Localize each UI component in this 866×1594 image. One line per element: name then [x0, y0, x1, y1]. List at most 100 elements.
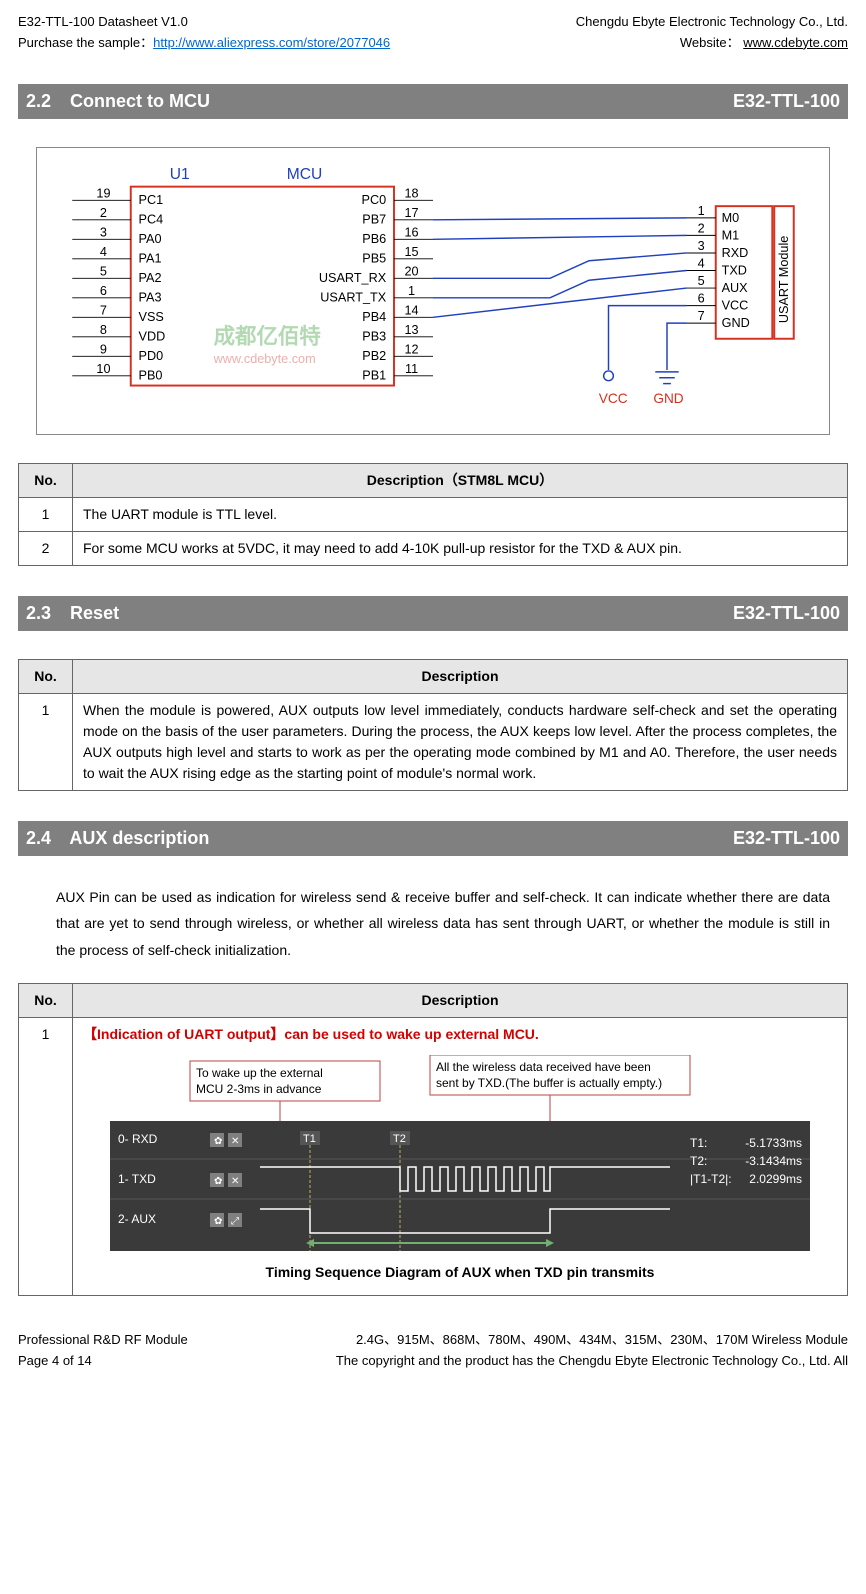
gnd-label: GND	[653, 391, 683, 406]
m-t2v: -3.1434ms	[745, 1154, 802, 1168]
svg-text:11: 11	[405, 361, 418, 375]
svg-text:PB1: PB1	[362, 368, 386, 382]
svg-text:PC4: PC4	[139, 212, 164, 226]
td-no: 1	[19, 497, 73, 531]
table-row: 1 The UART module is TTL level.	[19, 497, 848, 531]
svg-text:3: 3	[698, 239, 705, 253]
rp-3: 15PB5	[362, 244, 433, 265]
table-2-4: No. Description 1 【Indication of UART ou…	[18, 983, 848, 1296]
svg-text:VSS: VSS	[139, 310, 164, 324]
svg-text:✿: ✿	[214, 1176, 222, 1187]
table-2-3: No. Description 1 When the module is pow…	[18, 659, 848, 791]
watermark-cn: 成都亿佰特	[214, 323, 321, 348]
vcc-label: VCC	[599, 391, 628, 406]
svg-text:PB5: PB5	[362, 251, 386, 265]
table-row: No. Description	[19, 659, 848, 693]
svg-text:PB3: PB3	[362, 329, 386, 343]
svg-text:⤢: ⤢	[231, 1216, 239, 1227]
svg-text:PB7: PB7	[362, 212, 386, 226]
svg-text:9: 9	[100, 342, 107, 356]
footer-right-1: 2.4G、915M、868M、780M、490M、434M、315M、230M、…	[336, 1330, 848, 1351]
lp-0: 19 PC1	[72, 186, 163, 207]
mcu-left-pins: 19PC1 2PC4 3PA0 4PA1 5PA2 6PA3 7VSS 8VDD…	[72, 186, 165, 382]
svg-text:7: 7	[100, 303, 107, 317]
header-right: Chengdu Ebyte Electronic Technology Co.,…	[576, 12, 848, 54]
table-row: 1 【Indication of UART output】can be used…	[19, 1018, 848, 1296]
svg-text:PA2: PA2	[139, 271, 162, 285]
m-t1: T1:	[690, 1136, 707, 1150]
page-header: E32-TTL-100 Datasheet V1.0 Purchase the …	[18, 12, 848, 54]
svg-text:14: 14	[405, 303, 419, 317]
callout-right-l2: sent by TXD.(The buffer is actually empt…	[436, 1076, 662, 1090]
rp-5: 1USART_TX	[320, 283, 433, 304]
website-link[interactable]: www.cdebyte.com	[743, 35, 848, 50]
callout-right-l1: All the wireless data received have been	[436, 1060, 651, 1074]
svg-text:USART_RX: USART_RX	[319, 271, 387, 285]
table-2-2: No. Description（STM8L MCU） 1 The UART mo…	[18, 463, 848, 566]
section-2-3-title: Reset	[70, 603, 119, 623]
td-desc: For some MCU works at 5VDC, it may need …	[73, 531, 848, 565]
svg-text:10: 10	[96, 361, 110, 375]
rp-6: 14PB4	[362, 303, 433, 324]
m-t2: T2:	[690, 1154, 707, 1168]
module-label: USART Module	[777, 235, 791, 322]
callout-left-l1: To wake up the external	[196, 1066, 323, 1080]
svg-text:16: 16	[405, 225, 419, 239]
timing-caption: Timing Sequence Diagram of AUX when TXD …	[266, 1264, 655, 1280]
m-t1v: -5.1733ms	[745, 1136, 802, 1150]
watermark-url: www.cdebyte.com	[213, 352, 316, 366]
purchase-label: Purchase the sample：	[18, 35, 153, 50]
rp-8: 12 PB2	[362, 342, 433, 363]
aux-paragraph: AUX Pin can be used as indication for wi…	[56, 884, 830, 964]
section-2-4-title: AUX description	[69, 828, 209, 848]
section-2-2-title: Connect to MCU	[70, 91, 210, 111]
svg-text:PA3: PA3	[139, 290, 162, 304]
section-2-2-left: 2.2 Connect to MCU	[26, 88, 210, 115]
svg-text:6: 6	[698, 291, 705, 305]
section-2-4-num: 2.4	[26, 828, 51, 848]
th-no: No.	[19, 984, 73, 1018]
section-2-4-tag: E32-TTL-100	[733, 825, 840, 852]
svg-text:3: 3	[100, 225, 107, 239]
rp-7: 13PB3	[362, 322, 433, 343]
th-no: No.	[19, 463, 73, 497]
section-2-3-tag: E32-TTL-100	[733, 600, 840, 627]
website-label: Website：	[680, 35, 743, 50]
section-2-3-bar: 2.3 Reset E32-TTL-100	[18, 596, 848, 631]
td-no: 2	[19, 531, 73, 565]
svg-text:PC1: PC1	[139, 193, 164, 207]
svg-text:2: 2	[698, 221, 705, 235]
svg-text:✕: ✕	[231, 1136, 239, 1147]
section-2-4-bar: 2.4 AUX description E32-TTL-100	[18, 821, 848, 856]
svg-text:1: 1	[408, 283, 415, 297]
section-2-2-num: 2.2	[26, 91, 51, 111]
timing-diagram: To wake up the external MCU 2-3ms in adv…	[110, 1055, 810, 1285]
rp-9: 11 PB1	[362, 361, 433, 382]
svg-text:4: 4	[100, 244, 107, 258]
section-2-2-bar: 2.2 Connect to MCU E32-TTL-100	[18, 84, 848, 119]
u1-label: U1	[170, 165, 190, 182]
svg-text:8: 8	[100, 322, 107, 336]
rp-1: 17PB7	[362, 205, 433, 226]
m-dt: |T1-T2|:	[690, 1172, 732, 1186]
svg-text:7: 7	[698, 309, 705, 323]
section-2-3-left: 2.3 Reset	[26, 600, 119, 627]
purchase-link[interactable]: http://www.aliexpress.com/store/2077046	[153, 35, 390, 50]
section-2-3-num: 2.3	[26, 603, 51, 623]
svg-text:19: 19	[96, 186, 110, 200]
footer-right-2: The copyright and the product has the Ch…	[336, 1351, 848, 1372]
page-footer: Professional R&D RF Module Page 4 of 14 …	[18, 1330, 848, 1372]
svg-text:PB2: PB2	[362, 349, 386, 363]
svg-text:12: 12	[405, 342, 419, 356]
callout-left-l2: MCU 2-3ms in advance	[196, 1082, 322, 1096]
svg-text:✿: ✿	[214, 1136, 222, 1147]
wires	[433, 217, 687, 316]
svg-text:PA0: PA0	[139, 232, 162, 246]
td-desc-timing: 【Indication of UART output】can be used t…	[73, 1018, 848, 1296]
svg-text:1: 1	[698, 204, 705, 218]
lp-4: 5PA2	[72, 264, 161, 285]
sig-rxd: 0- RXD	[118, 1132, 158, 1146]
timing-diagram-wrap: To wake up the external MCU 2-3ms in adv…	[83, 1045, 837, 1289]
m-dtv: 2.0299ms	[749, 1172, 802, 1186]
svg-text:5: 5	[698, 274, 705, 288]
